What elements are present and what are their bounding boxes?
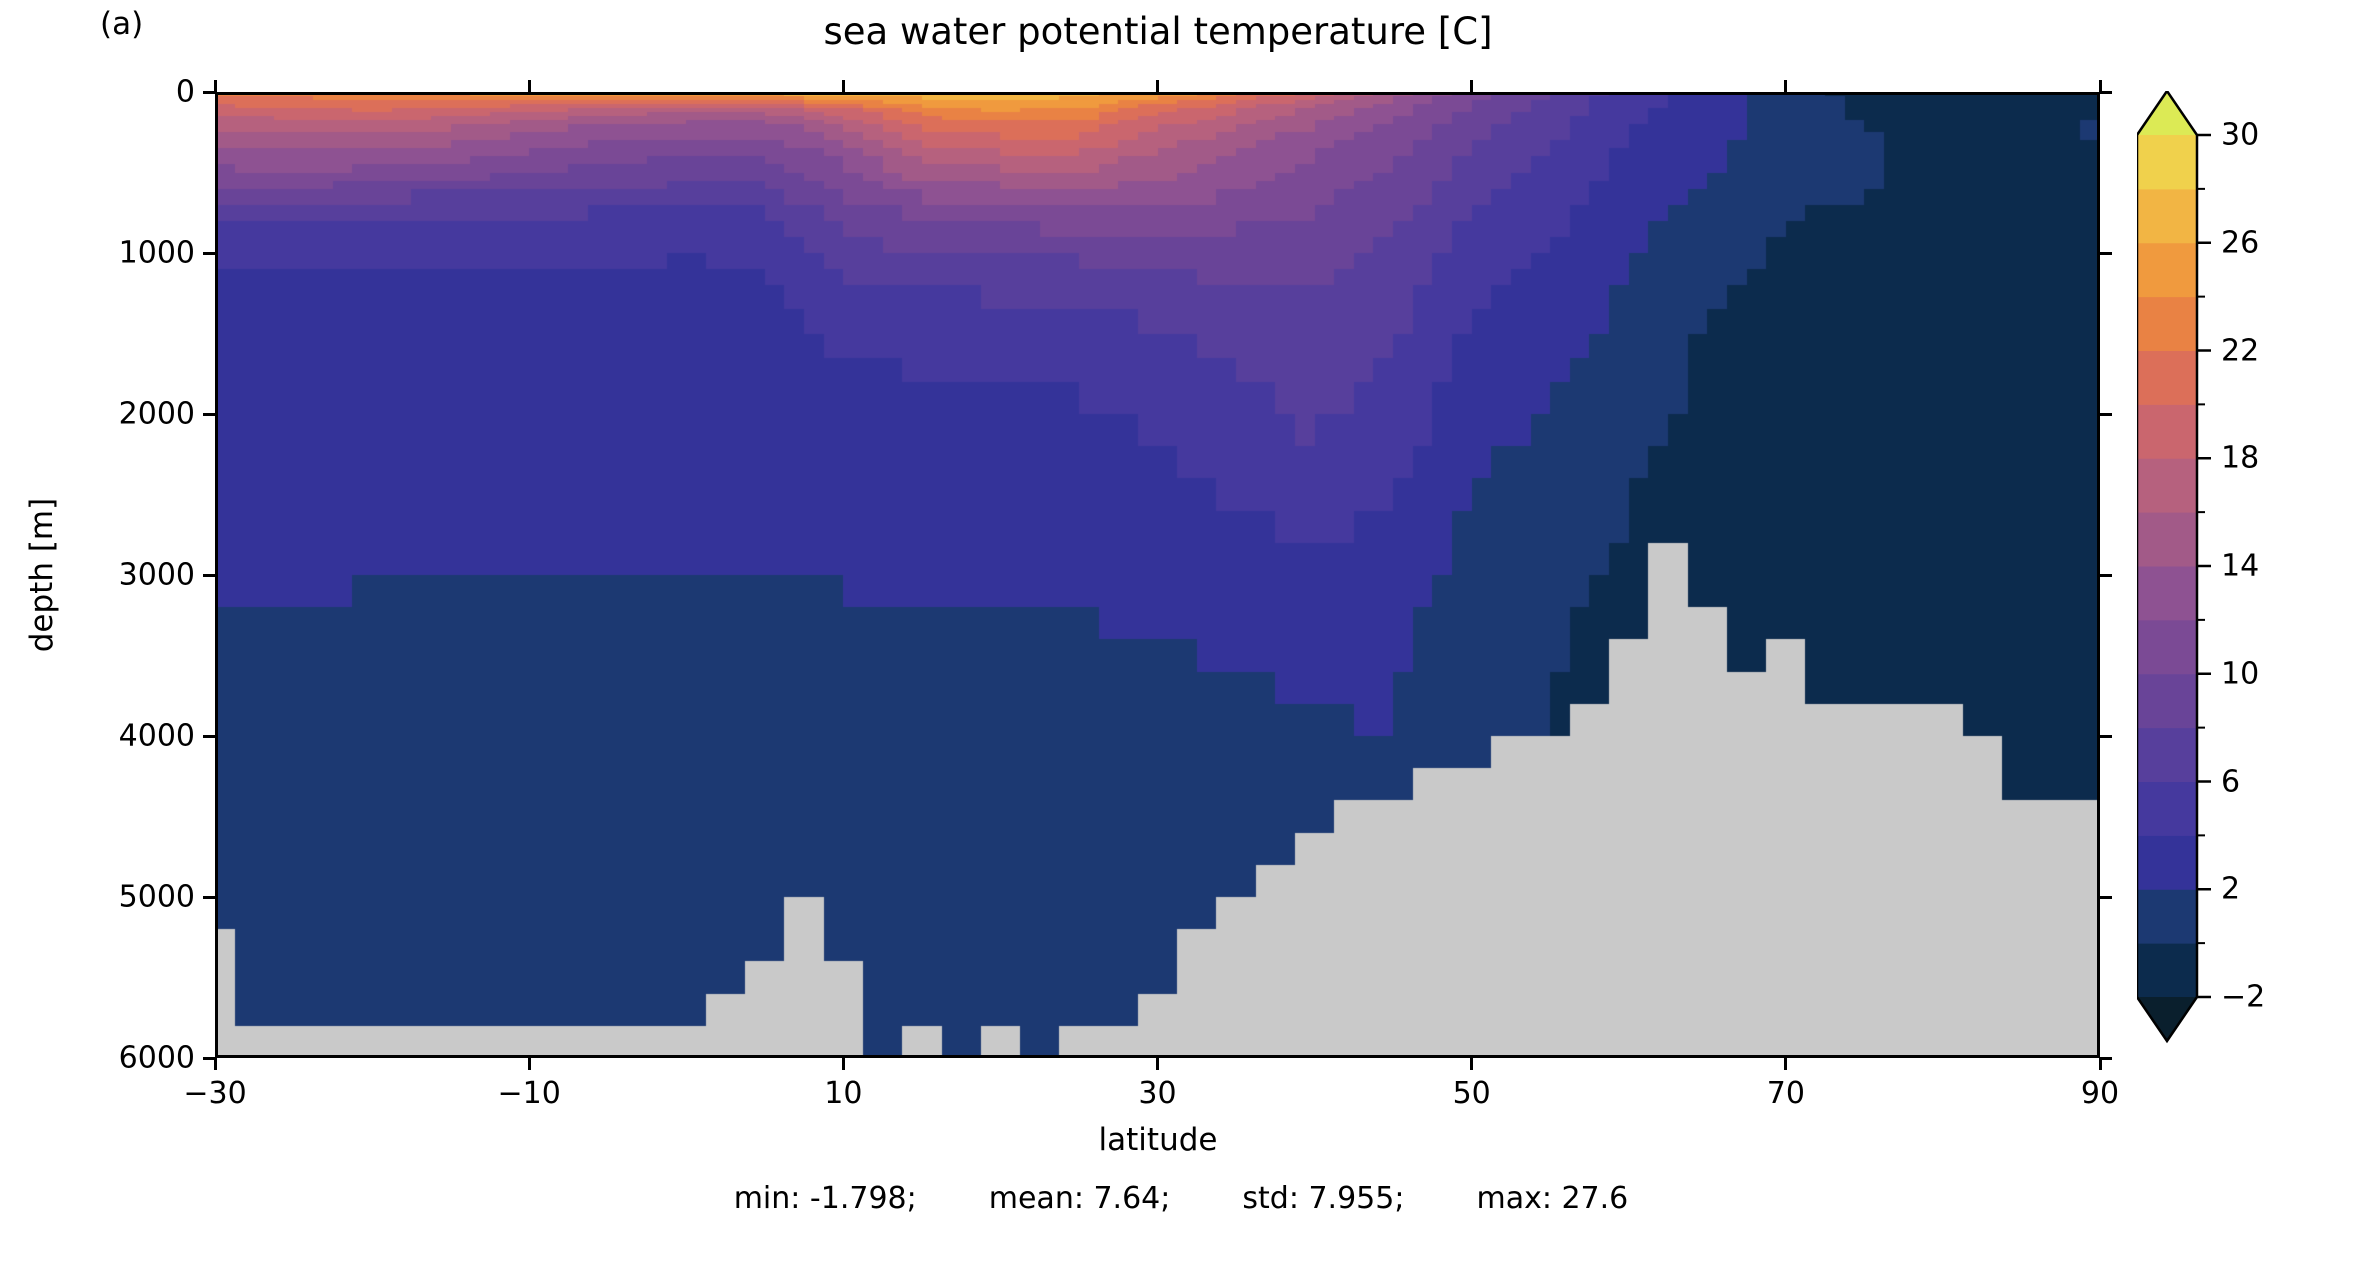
colorbar-tick-label: 18 [2221,440,2260,476]
x-tick-label: −30 [183,1076,247,1111]
temperature-section-heatmap [215,92,2100,1058]
y-tick-right [2100,573,2112,577]
x-tick [1156,1058,1159,1070]
y-tick-label: 2000 [118,396,195,432]
x-tick-top [841,80,845,92]
stat-min: min: -1.798; [733,1181,917,1216]
x-tick [527,1058,531,1070]
colorbar-tick-label: 14 [2221,548,2260,584]
y-tick-label: 6000 [118,1040,195,1076]
y-tick-label: 5000 [118,879,195,915]
x-axis-label: latitude [1098,1122,1218,1158]
y-tick [203,573,215,577]
x-tick-top [213,80,217,92]
colorbar-band [2137,458,2197,513]
x-tick-label: 10 [824,1076,863,1111]
colorbar-band [2137,242,2197,298]
x-tick-top [1470,80,1474,92]
colorbar-band [2137,943,2197,998]
y-tick-right [2100,412,2112,416]
stat-mean: mean: 7.64; [988,1181,1171,1216]
y-tick-right [2100,734,2112,738]
colorbar-tick-label: 10 [2221,656,2260,692]
panel-label: (a) [100,6,144,42]
colorbar-tick-label: 26 [2221,225,2260,261]
colorbar-band [2137,135,2197,190]
colorbar-band [2137,673,2197,729]
y-tick-label: 3000 [118,557,195,593]
x-tick [2098,1058,2102,1070]
x-tick-label: −10 [497,1076,561,1111]
colorbar-band [2137,727,2197,782]
stat-std: std: 7.955; [1242,1181,1405,1216]
x-tick [841,1058,845,1070]
colorbar-tick-label: 2 [2221,871,2241,907]
colorbar-tick-label: 22 [2221,333,2260,368]
y-tick [203,734,215,738]
stat-max: max: 27.6 [1476,1181,1629,1216]
y-tick [203,412,215,416]
x-tick-top [527,80,531,92]
colorbar-band [2137,512,2197,567]
y-tick [203,90,215,94]
y-tick-right [2100,251,2112,255]
colorbar-band [2137,781,2197,836]
x-tick [1784,1058,1788,1070]
colorbar-band [2137,404,2197,459]
colorbar-svg [2135,88,2211,1044]
y-tick-right [2100,895,2112,899]
colorbar-tick-label: 30 [2221,117,2260,153]
x-tick-label: 90 [2080,1076,2120,1111]
x-tick-label: 50 [1452,1076,1491,1111]
y-tick [203,1056,215,1060]
colorbar-band [2137,889,2197,944]
colorbar [2135,88,2277,1051]
y-tick-label: 1000 [118,235,195,271]
x-tick-label: 70 [1766,1076,1805,1111]
chart-title: sea water potential temperature [C] [823,10,1493,53]
colorbar-band [2137,619,2197,675]
colorbar-band [2137,835,2197,890]
colorbar-over-arrow [2137,91,2197,135]
y-tick-right [2100,1056,2112,1060]
colorbar-band [2137,566,2197,621]
x-tick [213,1058,217,1070]
colorbar-tick-label: 6 [2221,764,2241,799]
colorbar-under-arrow [2137,997,2197,1041]
x-tick-top [2098,80,2102,92]
colorbar-tick-label: −2 [2221,979,2266,1015]
x-tick-top [1156,80,1159,92]
y-axis-label: depth [m] [24,497,60,653]
colorbar-band [2137,296,2197,351]
y-tick-label: 0 [175,74,195,110]
colorbar-band [2137,350,2197,405]
x-tick-top [1784,80,1788,92]
y-tick-label: 4000 [118,718,195,754]
y-tick [203,251,215,255]
y-tick-right [2100,90,2112,94]
y-tick [203,895,215,899]
stats-line: min: -1.798; mean: 7.64; std: 7.955; max… [0,1181,2362,1216]
colorbar-band [2137,188,2197,244]
x-tick [1470,1058,1474,1070]
x-tick-label: 30 [1138,1076,1177,1111]
